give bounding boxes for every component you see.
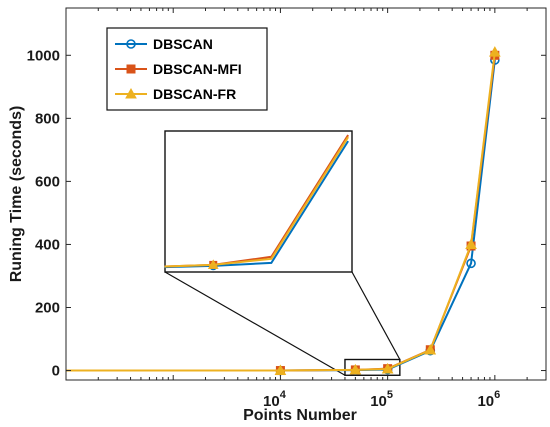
zoom-connector bbox=[351, 271, 401, 360]
zoom-region-box bbox=[344, 358, 401, 376]
zoom-inset bbox=[164, 130, 401, 376]
legend-label: DBSCAN-FR bbox=[153, 86, 236, 102]
data-point bbox=[274, 364, 287, 376]
x-axis-label: Points Number bbox=[243, 407, 357, 424]
y-tick-label: 0 bbox=[52, 363, 60, 380]
data-point bbox=[125, 87, 137, 99]
data-point bbox=[126, 64, 136, 74]
y-tick-label: 800 bbox=[35, 110, 60, 127]
data-point bbox=[349, 363, 362, 375]
x-tick-label: 104 bbox=[263, 389, 287, 410]
y-axis-label: Runing Time (seconds) bbox=[8, 106, 25, 283]
legend-label: DBSCAN-MFI bbox=[153, 61, 242, 77]
data-point bbox=[466, 258, 476, 269]
y-tick-label: 400 bbox=[35, 236, 60, 253]
x-tick-label: 106 bbox=[477, 389, 500, 410]
data-point bbox=[424, 344, 437, 355]
axes: 0 200 400 600 800 1000 104 105 106 Points Number R… bbox=[8, 7, 547, 424]
legend: DBSCAN DBSCAN-MFI DBSCAN-FR bbox=[106, 27, 268, 111]
y-tick-label: 1000 bbox=[27, 47, 60, 64]
x-tick-label: 105 bbox=[370, 389, 393, 410]
data-point bbox=[126, 39, 136, 49]
legend-label: DBSCAN bbox=[153, 36, 213, 52]
zoom-connector bbox=[164, 271, 346, 376]
inset-line-dbscan-fr bbox=[164, 136, 349, 268]
series-lines bbox=[66, 46, 501, 376]
inset-panel bbox=[164, 130, 353, 273]
y-tick-label: 200 bbox=[35, 299, 60, 316]
data-point bbox=[465, 238, 477, 249]
data-point bbox=[488, 46, 501, 57]
data-point bbox=[381, 362, 394, 374]
axes-box bbox=[65, 7, 547, 381]
y-tick-label: 600 bbox=[35, 173, 60, 190]
data-point bbox=[207, 259, 219, 269]
